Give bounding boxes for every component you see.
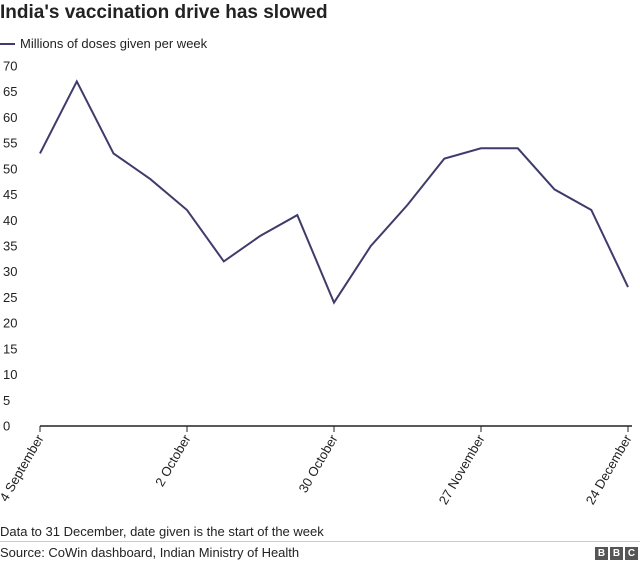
y-tick-label: 15: [3, 341, 17, 356]
x-tick-label: 24 December: [583, 431, 635, 507]
source-text: Source: CoWin dashboard, Indian Ministry…: [0, 545, 300, 560]
chart-title: India's vaccination drive has slowed: [0, 2, 328, 23]
y-tick-label: 35: [3, 239, 17, 254]
y-tick-label: 40: [3, 213, 17, 228]
y-tick-label: 50: [3, 161, 17, 176]
bbc-logo: B B C: [595, 547, 638, 560]
y-tick-label: 55: [3, 136, 17, 151]
source-divider: [0, 541, 640, 542]
logo-letter-b1: B: [595, 547, 608, 560]
x-tick-label: 27 November: [436, 431, 488, 507]
y-tick-label: 30: [3, 264, 17, 279]
y-tick-label: 60: [3, 110, 17, 125]
y-tick-label: 10: [3, 367, 17, 382]
legend-label: Millions of doses given per week: [20, 36, 208, 51]
logo-letter-c: C: [625, 547, 638, 560]
y-tick-label: 5: [3, 393, 10, 408]
x-tick-label: 4 September: [0, 431, 47, 504]
x-tick-label: 30 October: [295, 431, 340, 495]
y-tick-label: 25: [3, 290, 17, 305]
y-tick-label: 65: [3, 84, 17, 99]
line-chart: 0 5 10 15 20 25 30 35 40 45 50 55 60 65 70 4 September 2…: [0, 59, 635, 508]
legend: Millions of doses given per week: [0, 36, 207, 51]
y-tick-label: 0: [3, 419, 10, 434]
chart-note: Data to 31 December, date given is the s…: [0, 524, 324, 539]
x-tick-label: 2 October: [152, 431, 194, 489]
legend-swatch: [0, 42, 15, 45]
y-tick-label: 70: [3, 59, 17, 74]
y-tick-label: 20: [3, 316, 17, 331]
logo-letter-b2: B: [610, 547, 623, 560]
series-line-doses: [39, 79, 629, 305]
y-tick-label: 45: [3, 187, 17, 202]
